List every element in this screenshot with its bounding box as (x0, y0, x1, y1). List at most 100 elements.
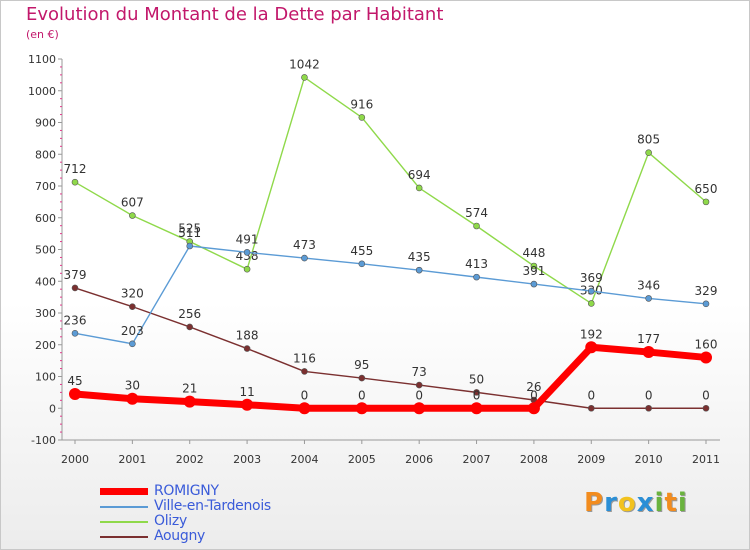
data-label: 379 (64, 268, 87, 282)
y-tick-label: 500 (35, 244, 56, 257)
chart-title: Evolution du Montant de la Dette par Hab… (26, 4, 444, 25)
y-tick-label: -100 (31, 434, 56, 447)
data-point (415, 266, 423, 274)
data-label: 0 (645, 388, 653, 402)
data-label: 0 (530, 388, 538, 402)
data-point (358, 114, 366, 121)
data-point (69, 387, 81, 400)
x-tick-label: 2004 (290, 453, 318, 466)
data-label: 491 (236, 232, 259, 246)
data-point (358, 260, 366, 268)
data-label: 256 (178, 307, 201, 321)
data-label: 329 (695, 284, 718, 298)
logo-letter: r (604, 488, 618, 518)
data-point (129, 340, 136, 348)
y-tick-label: 1000 (28, 85, 56, 98)
data-point (183, 395, 196, 408)
data-label: 95 (354, 358, 369, 372)
data-point (358, 374, 366, 382)
data-point (243, 249, 251, 256)
data-label: 346 (637, 278, 660, 292)
data-label: 30 (125, 379, 140, 393)
data-label: 435 (408, 250, 431, 264)
data-point (243, 345, 251, 352)
data-label: 11 (239, 385, 254, 399)
data-label: 236 (64, 313, 87, 327)
data-point (642, 346, 655, 359)
data-label: 116 (293, 351, 316, 365)
series-line (74, 245, 707, 345)
logo-letter: i (677, 488, 688, 518)
data-label: 0 (587, 388, 595, 402)
data-point (129, 303, 136, 310)
y-tick-label: 100 (35, 371, 56, 384)
x-tick-label: 2009 (577, 453, 605, 466)
logo-letter: P (584, 488, 605, 518)
y-tick-label: 900 (35, 117, 56, 130)
y-tick-label: 200 (35, 339, 56, 352)
data-point (702, 300, 710, 308)
data-label: 607 (121, 196, 144, 210)
legend-label: Ville-en-Tardenois (154, 498, 271, 514)
data-point (298, 402, 311, 415)
x-tick-label: 2005 (348, 453, 376, 466)
data-point (415, 381, 423, 389)
y-tick-label: 1100 (28, 53, 56, 66)
data-label: 0 (301, 388, 309, 402)
legend-swatch (100, 521, 148, 523)
data-point (585, 341, 598, 354)
series-line (74, 343, 707, 412)
data-point (473, 273, 480, 281)
legend-label: ROMIGNY (154, 483, 219, 499)
x-tick-label: 2000 (61, 453, 89, 466)
chart-subtitle: (en €) (26, 28, 59, 41)
data-point (301, 74, 308, 81)
data-point (473, 222, 480, 230)
data-point (702, 198, 710, 206)
y-tick-label: 700 (35, 180, 56, 193)
logo-letter: o (617, 488, 637, 518)
data-label: 26 (526, 380, 541, 394)
y-tick-label: 600 (35, 212, 56, 225)
data-label: 203 (121, 324, 144, 338)
data-label: 188 (236, 329, 259, 343)
y-tick-label: 800 (35, 148, 56, 161)
data-label: 694 (408, 168, 431, 182)
legend-swatch (100, 506, 148, 508)
data-point (645, 149, 652, 156)
data-point (301, 368, 308, 375)
data-point (241, 398, 254, 411)
data-label: 45 (67, 374, 82, 388)
data-label: 21 (182, 382, 197, 396)
data-point (473, 389, 480, 396)
data-point (186, 242, 194, 250)
data-label: 473 (293, 238, 316, 252)
data-label: 160 (695, 337, 718, 351)
x-tick-label: 2007 (463, 453, 491, 466)
data-label: 320 (121, 287, 144, 301)
data-point (527, 402, 540, 415)
data-label: 73 (412, 365, 427, 379)
y-tick-label: 300 (35, 307, 56, 320)
y-tick-label: 400 (35, 275, 56, 288)
data-point (470, 402, 483, 415)
data-label: 369 (580, 271, 603, 285)
data-point (71, 178, 79, 186)
data-point (71, 330, 79, 337)
data-point (126, 392, 139, 405)
legend-swatch (100, 488, 148, 495)
data-label: 712 (64, 162, 87, 176)
x-tick-label: 2001 (118, 453, 146, 466)
data-label: 650 (695, 182, 718, 196)
data-label: 413 (465, 257, 488, 271)
data-label: 177 (637, 332, 660, 346)
data-label: 50 (469, 372, 484, 386)
legend-label: Olizy (154, 513, 187, 529)
data-point (700, 351, 712, 364)
data-point (186, 323, 194, 331)
data-label: 192 (580, 327, 603, 341)
data-label: 0 (358, 388, 366, 402)
x-tick-label: 2011 (692, 453, 720, 466)
data-point (587, 287, 595, 295)
